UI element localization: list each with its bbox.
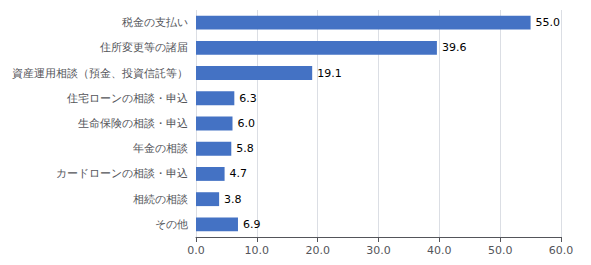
svg-text:5.8: 5.8 — [236, 142, 254, 155]
svg-text:6.0: 6.0 — [238, 117, 256, 130]
svg-text:住所変更等の諸届: 住所変更等の諸届 — [100, 41, 188, 54]
svg-text:生命保険の相談・申込: 生命保険の相談・申込 — [78, 117, 188, 130]
svg-text:10.0: 10.0 — [245, 244, 270, 257]
svg-text:19.1: 19.1 — [317, 67, 342, 80]
svg-text:0.0: 0.0 — [187, 244, 205, 257]
svg-text:40.0: 40.0 — [427, 244, 452, 257]
svg-text:カードローンの相談・申込: カードローンの相談・申込 — [56, 167, 188, 180]
svg-text:20.0: 20.0 — [305, 244, 330, 257]
svg-text:3.8: 3.8 — [224, 193, 242, 206]
svg-text:相続の相談: 相続の相談 — [133, 193, 188, 206]
svg-text:6.3: 6.3 — [239, 92, 257, 105]
svg-text:税金の支払い: 税金の支払い — [122, 16, 188, 29]
svg-text:年金の相談: 年金の相談 — [133, 142, 188, 155]
svg-text:6.9: 6.9 — [243, 218, 261, 231]
svg-text:30.0: 30.0 — [366, 244, 391, 257]
svg-text:資産運用相談（預金、投資信託等）: 資産運用相談（預金、投資信託等） — [12, 67, 188, 80]
svg-text:住宅ローンの相談・申込: 住宅ローンの相談・申込 — [67, 92, 188, 105]
svg-text:60.0: 60.0 — [549, 244, 574, 257]
svg-text:50.0: 50.0 — [488, 244, 513, 257]
svg-text:55.0: 55.0 — [536, 16, 561, 29]
svg-text:その他: その他 — [155, 218, 188, 231]
svg-text:39.6: 39.6 — [442, 41, 467, 54]
svg-text:4.7: 4.7 — [230, 167, 248, 180]
